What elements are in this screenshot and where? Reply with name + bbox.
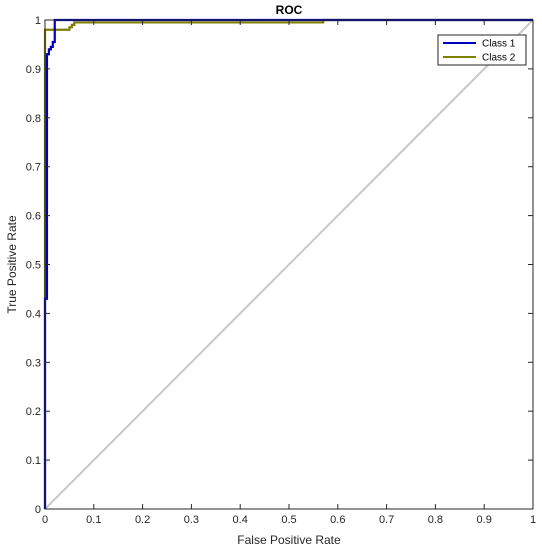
x-axis-label: False Positive Rate <box>237 533 341 547</box>
y-tick-label: 1 <box>35 15 41 27</box>
x-tick-label: 1 <box>530 514 536 526</box>
y-tick-label: 0.8 <box>26 113 41 125</box>
x-tick-label: 0.9 <box>477 514 492 526</box>
legend-label-class-2: Class 2 <box>482 53 516 64</box>
series-layer <box>43 18 533 509</box>
y-tick-label: 0.7 <box>26 162 41 174</box>
chance-diagonal-line <box>44 19 534 510</box>
x-tick-label: 0.6 <box>330 514 345 526</box>
series-line-class-2 <box>43 18 533 509</box>
x-tick-label: 0 <box>42 514 48 526</box>
x-tick-label: 0.1 <box>86 514 101 526</box>
y-tick-label: 0.1 <box>26 455 41 467</box>
y-tick-label: 0.6 <box>26 211 41 223</box>
chart-title: ROC <box>276 3 303 17</box>
x-tick-label: 0.5 <box>281 514 296 526</box>
y-axis-label: True Positive Rate <box>5 215 19 314</box>
x-tick-label: 0.8 <box>428 514 443 526</box>
series-line-class-1 <box>43 18 533 509</box>
y-tick-label: 0.5 <box>26 260 41 272</box>
x-tick-label: 0.2 <box>135 514 150 526</box>
y-axis: 0 0.1 0.2 0.3 0.4 0.5 0.6 0.7 0.8 0.9 1 <box>26 15 533 516</box>
y-tick-label: 0.4 <box>26 308 41 320</box>
x-tick-label: 0.7 <box>379 514 394 526</box>
x-axis: 0 0.1 0.2 0.3 0.4 0.5 0.6 0.7 0.8 0.9 1 <box>42 20 536 526</box>
y-tick-label: 0 <box>35 504 41 516</box>
y-tick-label: 0.9 <box>26 64 41 76</box>
legend-box <box>437 34 527 66</box>
y-tick-label: 0.3 <box>26 357 41 369</box>
x-tick-label: 0.3 <box>184 514 199 526</box>
x-tick-label: 0.4 <box>233 514 248 526</box>
y-tick-label: 0.2 <box>26 406 41 418</box>
legend: Class 1 Class 2 <box>437 34 527 66</box>
legend-label-class-1: Class 1 <box>482 39 516 50</box>
